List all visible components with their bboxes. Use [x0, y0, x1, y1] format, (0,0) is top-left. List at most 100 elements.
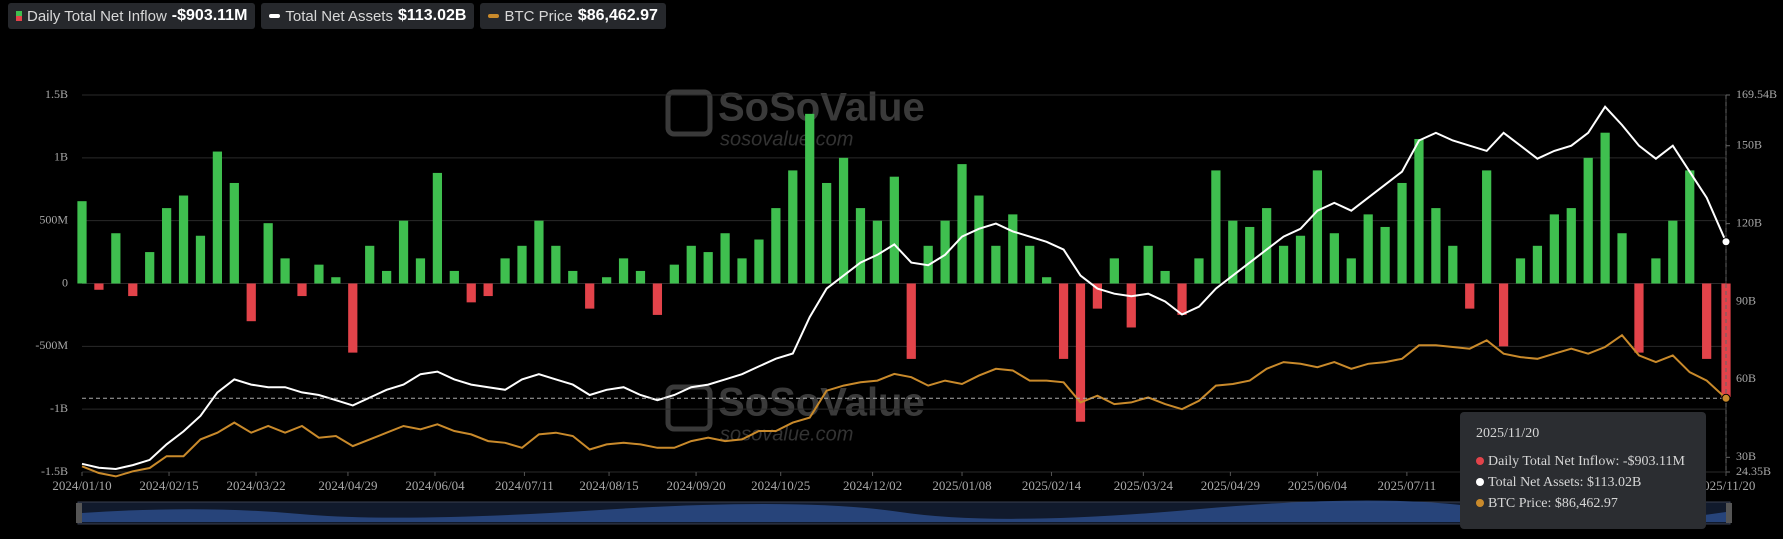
end-marker	[1721, 237, 1731, 247]
scrollbar-preview	[82, 500, 1726, 522]
tooltip-text: Total Net Assets: $113.02B	[1488, 475, 1642, 490]
y2-tick-label: 60B	[1736, 371, 1756, 385]
bar	[263, 223, 273, 284]
tooltip-line: Total Net Assets: $113.02B	[1476, 475, 1641, 491]
bar	[618, 258, 629, 284]
bar	[1092, 283, 1103, 309]
bar	[686, 245, 696, 284]
x-tick-label: 2024/01/10	[52, 478, 111, 493]
bar	[145, 252, 155, 284]
x-tick-label: 2025/11/20	[1697, 478, 1756, 493]
legend-item[interactable]: Daily Total Net Inflow -$903.11M	[8, 3, 256, 29]
bar	[449, 270, 459, 284]
line	[81, 105, 1727, 471]
bar	[1414, 138, 1424, 284]
bar	[77, 201, 87, 284]
y2-tick-label: 24.35B	[1736, 464, 1771, 478]
x-tick-label: 2025/01/08	[932, 478, 991, 493]
y-tick-label: -500M	[35, 338, 68, 352]
bar	[754, 239, 764, 284]
bar	[1549, 214, 1559, 284]
bar	[838, 157, 849, 284]
bar	[771, 208, 781, 284]
x-tick-label: 2024/02/15	[139, 478, 198, 493]
y2-tick-label: 90B	[1736, 293, 1756, 307]
bar	[314, 264, 324, 284]
bar	[1651, 258, 1661, 284]
legend-item[interactable]: Total Net Assets $113.02B	[261, 3, 475, 29]
bar	[500, 258, 510, 284]
legend-item[interactable]: BTC Price $86,462.97	[480, 3, 666, 29]
bar	[1075, 283, 1086, 422]
tooltip-date: 2025/11/20	[1476, 426, 1540, 441]
x-tick-label: 2025/02/14	[1022, 478, 1082, 493]
tooltip-line: Daily Total Net Inflow: -$903.11M	[1476, 454, 1685, 470]
watermark-logo	[665, 89, 713, 137]
bar	[415, 258, 426, 284]
watermark: sosovalue.com	[720, 128, 853, 150]
bar	[297, 283, 307, 297]
bar	[1498, 283, 1509, 347]
bar	[1278, 245, 1289, 284]
bar	[280, 258, 290, 284]
bar	[111, 233, 121, 284]
bar	[906, 283, 916, 359]
bar	[991, 245, 1001, 284]
x-tick-label: 2024/12/02	[843, 478, 902, 493]
bar	[703, 252, 713, 284]
bar	[1109, 258, 1119, 284]
bar	[1025, 245, 1035, 284]
y2-tick-label: 30B	[1736, 449, 1756, 463]
legend-value: -$903.11M	[171, 7, 248, 24]
tooltip-text: BTC Price: $86,462.97	[1488, 496, 1618, 511]
scroll-handle[interactable]	[76, 503, 82, 523]
bar	[398, 220, 409, 284]
bar	[602, 277, 612, 284]
bar	[1397, 182, 1407, 284]
bar	[737, 258, 747, 284]
bar	[822, 182, 832, 284]
bar	[1194, 258, 1204, 284]
bar	[1245, 226, 1255, 284]
watermark: sosovalue.com	[720, 423, 853, 445]
end-marker	[1721, 393, 1731, 403]
y-tick-label: 1B	[54, 150, 68, 164]
bar	[805, 113, 815, 284]
bar	[1515, 258, 1526, 284]
bar	[568, 270, 578, 284]
bar	[382, 270, 392, 284]
bar	[1634, 283, 1644, 353]
watermark-logo	[665, 384, 713, 432]
watermark: SoSoValue	[718, 381, 925, 425]
legend-value: $113.02B	[397, 7, 467, 24]
y2-tick-label: 150B	[1736, 137, 1762, 151]
bar	[212, 151, 223, 284]
tooltip-line: BTC Price: $86,462.97	[1476, 496, 1618, 512]
x-tick-label: 2024/04/29	[318, 478, 377, 493]
y-tick-label: 500M	[39, 212, 68, 226]
x-tick-label: 2024/03/22	[226, 478, 285, 493]
legend-label: Total Net Assets	[285, 7, 393, 25]
bar	[1431, 208, 1441, 284]
bar	[1668, 220, 1678, 284]
y-tick-label: -1B	[50, 401, 68, 415]
y-tick-label: -1.5B	[41, 464, 68, 478]
tooltip-text: Daily Total Net Inflow: -$903.11M	[1488, 454, 1685, 469]
bar	[1177, 283, 1187, 315]
bar	[1008, 214, 1018, 284]
bar	[1228, 220, 1238, 284]
x-tick-label: 2025/07/11	[1377, 478, 1436, 493]
bar	[940, 220, 950, 284]
bar	[128, 283, 138, 297]
bar	[1448, 245, 1458, 284]
x-tick-label: 2024/08/15	[579, 478, 638, 493]
x-tick-label: 2025/03/24	[1114, 478, 1174, 493]
bar	[466, 283, 476, 303]
bar	[246, 283, 256, 322]
bar	[1143, 245, 1153, 284]
bar	[652, 283, 663, 315]
bar	[365, 245, 375, 284]
scroll-handle[interactable]	[1726, 503, 1732, 523]
x-tick-label: 2025/06/04	[1288, 478, 1348, 493]
